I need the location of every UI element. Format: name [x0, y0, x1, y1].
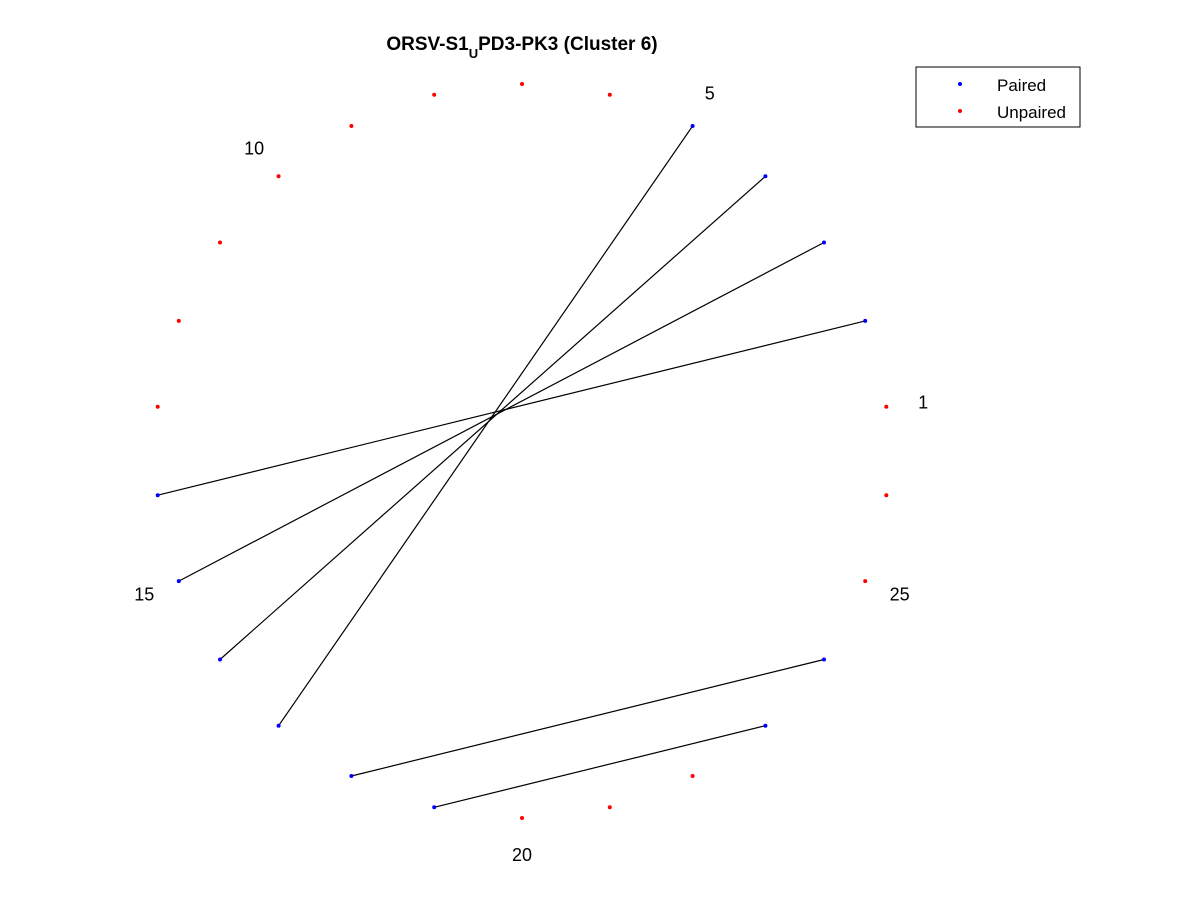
paired-point-3 [822, 240, 826, 245]
legend-label-paired: Paired [997, 76, 1046, 95]
paired-point-17 [276, 723, 281, 728]
position-label-1: 1 [918, 392, 928, 412]
unpaired-point-21 [607, 805, 612, 810]
paired-point-14 [155, 493, 160, 498]
unpaired-point-20 [520, 816, 524, 820]
chart-title-prefix: ORSV-S1 [386, 34, 469, 55]
legend: Paired Unpaired [915, 66, 1081, 128]
paired-point-24 [822, 657, 826, 662]
paired-point-16 [218, 657, 222, 662]
pair-lines [157, 125, 866, 808]
unpaired-point-7 [520, 82, 524, 86]
paired-point-18 [349, 774, 354, 778]
position-label-10: 10 [244, 139, 264, 159]
unpaired-point-13 [155, 404, 160, 409]
unpaired-point-12 [176, 318, 181, 323]
legend-marker-unpaired [958, 109, 962, 113]
unpaired-point-25 [863, 579, 868, 584]
pair-line-2-14 [157, 320, 866, 496]
paired-point-5 [690, 124, 695, 128]
paired-point-15 [176, 579, 181, 584]
unpaired-point-10 [276, 174, 281, 179]
chart-title-subscript: U [469, 46, 478, 61]
position-label-15: 15 [134, 584, 154, 604]
chart-title-suffix: PD3-PK3 (Cluster 6) [478, 34, 658, 55]
pair-line-18-24 [351, 658, 825, 777]
unpaired-point-26 [884, 493, 889, 498]
pair-line-19-23 [434, 725, 766, 808]
unpaired-point-8 [432, 92, 437, 97]
paired-point-4 [763, 174, 768, 179]
pair-line-5-17 [278, 125, 694, 727]
pair-line-3-15 [178, 241, 825, 582]
position-label-25: 25 [890, 584, 910, 604]
position-label-5: 5 [705, 83, 715, 103]
paired-point-19 [432, 805, 437, 810]
position-label-20: 20 [512, 845, 532, 865]
sequence-points [155, 82, 889, 820]
legend-marker-paired [958, 82, 962, 86]
paired-point-2 [863, 318, 868, 323]
unpaired-point-11 [218, 240, 222, 245]
paired-point-23 [763, 723, 768, 728]
legend-box [915, 66, 1081, 128]
unpaired-point-1 [884, 404, 889, 409]
pair-line-4-16 [219, 175, 766, 660]
legend-label-unpaired: Unpaired [997, 103, 1066, 122]
chart-title: ORSV-S1UPD3-PK3 (Cluster 6) [386, 34, 657, 61]
unpaired-point-22 [690, 774, 695, 778]
unpaired-point-6 [607, 92, 612, 97]
unpaired-point-9 [349, 124, 354, 128]
